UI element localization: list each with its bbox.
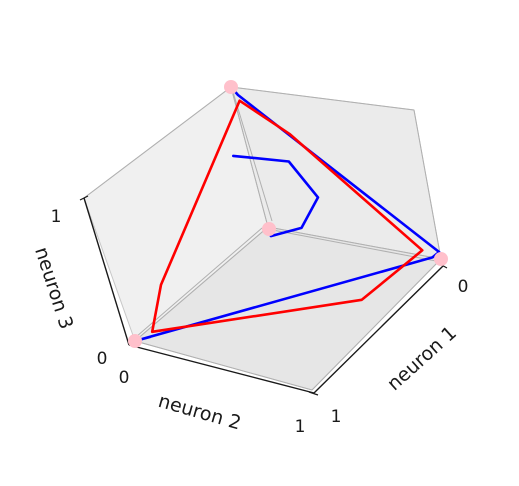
x-tick-1: 1: [331, 407, 342, 427]
grid-line-2: [134, 226, 269, 342]
grid-lines: [83, 86, 442, 391]
grid-line-9: [134, 340, 313, 391]
grid-line-10: [311, 258, 442, 391]
grid-line-6: [83, 86, 232, 199]
y-tick-1: 1: [295, 417, 306, 437]
y-axis-line: [128, 344, 315, 394]
grid-line-7: [230, 86, 415, 111]
series-line-2: [150, 99, 424, 334]
x-tick-0: 0: [458, 277, 469, 297]
y-tick-0: 0: [119, 368, 130, 388]
marker-point-0: [224, 80, 238, 94]
z-tick-1: 1: [51, 207, 62, 227]
y-axis-label: neuron 2: [156, 390, 244, 435]
marker-layer: [128, 80, 448, 348]
grid-line-8: [413, 109, 442, 260]
x-axis-label: neuron 1: [383, 322, 461, 395]
z-axis-label: neuron 3: [30, 244, 77, 332]
z-axis-line: [83, 197, 130, 346]
grid-line-1: [267, 226, 442, 260]
y-tick-mark-1: [308, 391, 319, 396]
marker-point-3: [262, 222, 276, 236]
z-tick-mark-1: [79, 195, 89, 201]
x-axis-line: [313, 265, 444, 394]
z-tick-0: 0: [97, 349, 108, 369]
marker-point-2: [128, 334, 142, 348]
grid-line-4: [128, 227, 263, 344]
grid-line-5: [232, 91, 273, 222]
tick-labels: 0 1 0 1 0 1: [51, 207, 469, 437]
marker-point-1: [434, 252, 448, 266]
grid-line-3: [261, 227, 437, 262]
